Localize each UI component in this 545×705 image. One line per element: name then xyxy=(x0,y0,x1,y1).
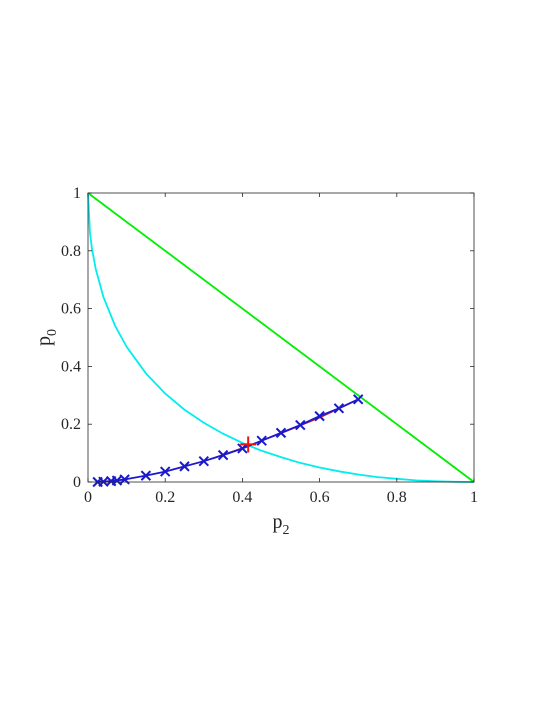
marker-stroke xyxy=(159,466,171,477)
marker-stroke xyxy=(237,443,248,454)
ticks: 0 0.2 0.4 0.6 0.8 1 0 0.2 0.4 0.6 0.8 1 xyxy=(61,185,478,506)
marker-stroke xyxy=(333,403,345,414)
y-tick-label: 0.2 xyxy=(61,416,81,433)
x-tick-label: 0 xyxy=(84,489,92,506)
x-tick-label: 0.2 xyxy=(155,489,175,506)
x-tick-label: 0.6 xyxy=(310,489,330,506)
x-tick-label: 0.4 xyxy=(232,489,252,506)
y-tick-label: 1 xyxy=(73,185,81,202)
y-tick-label: 0.8 xyxy=(61,243,81,260)
x-axis-label: p2 xyxy=(273,511,290,538)
series-marker-x xyxy=(140,470,152,481)
series-marker-x xyxy=(198,455,210,467)
marker-stroke xyxy=(198,455,210,467)
series-line-3 xyxy=(97,398,359,483)
y-axis-label-subscript: 0 xyxy=(45,329,60,336)
series-marker-x xyxy=(159,466,171,477)
highlight-plus-marker xyxy=(240,436,257,453)
axes-box xyxy=(87,192,475,483)
series-line-0 xyxy=(87,192,475,483)
y-tick-label: 0 xyxy=(73,474,81,491)
y-tick-label: 0.4 xyxy=(61,358,81,375)
marker-stroke xyxy=(295,419,306,431)
marker-stroke xyxy=(111,475,123,486)
series-marker-x xyxy=(275,427,287,439)
series-line-2 xyxy=(95,399,359,483)
marker-stroke xyxy=(352,394,364,405)
series-marker-x xyxy=(333,403,345,414)
series-marker-x xyxy=(295,419,306,431)
series-marker-x xyxy=(179,461,190,472)
x-axis-label-main: p xyxy=(273,511,283,533)
series-marker-x xyxy=(237,443,248,454)
marker-stroke xyxy=(217,449,229,461)
x-tick-label: 1 xyxy=(470,489,478,506)
marker-stroke xyxy=(140,470,152,481)
y-axis-label-main: p xyxy=(33,336,55,346)
y-tick-label: 0.6 xyxy=(61,301,81,318)
marker-stroke xyxy=(314,410,325,422)
series-marker-x xyxy=(352,394,364,405)
series-marker-x xyxy=(256,435,267,446)
marker-stroke xyxy=(179,461,190,472)
marker-stroke xyxy=(256,435,267,446)
series-marker-x xyxy=(217,449,229,461)
plot-area xyxy=(87,192,475,488)
y-axis-label: p0 xyxy=(33,329,60,346)
x-tick-label: 0.8 xyxy=(387,489,407,506)
marker-stroke xyxy=(275,427,287,439)
x-axis-label-subscript: 2 xyxy=(283,523,290,538)
series-marker-x xyxy=(314,410,325,422)
